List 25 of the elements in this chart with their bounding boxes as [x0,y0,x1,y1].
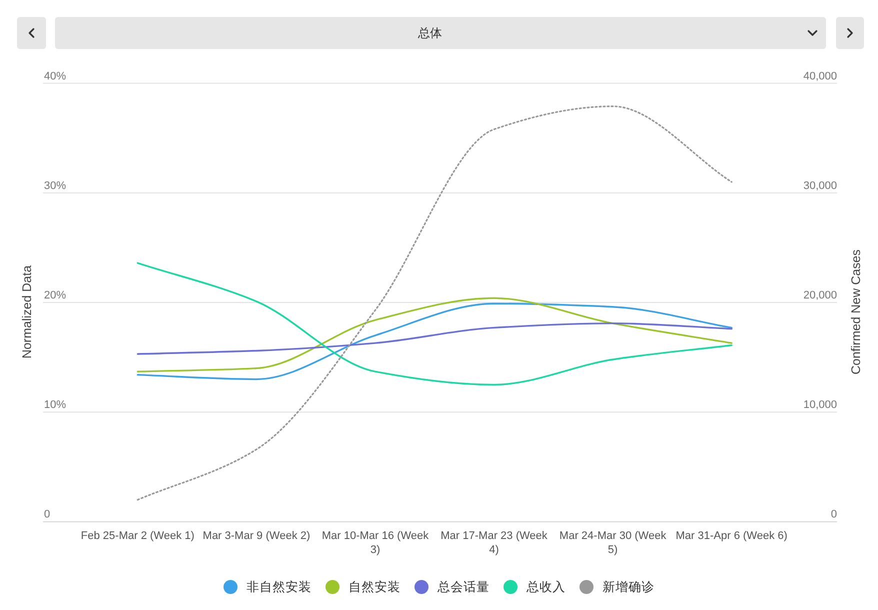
y2-tick-label: 10,000 [803,399,837,412]
y2-tick-label: 0 [830,508,837,521]
y-tick-label: 10% [44,399,66,412]
x-tick-label: Mar 24-Mar 30 (Week 5) [559,530,667,556]
y-tick-label: 0 [44,508,50,521]
y-tick-label: 30% [44,180,66,192]
x-tick-label: Mar 17-Mar 23 (Week 4) [440,530,548,556]
y2-tick-label: 40,000 [803,70,837,82]
x-tick-label: Feb 25-Mar 2 (Week 1) [80,530,194,542]
x-tick-label: Mar 3-Mar 9 (Week 2) [202,530,310,542]
y2-axis-title: Confirmed New Cases [849,249,863,375]
chart-title: 总体 [417,26,442,40]
y-tick-label: 40% [44,70,66,82]
y2-tick-label: 20,000 [803,290,837,302]
legend-label: 非自然安装 [246,579,312,594]
legend-label: 总会话量 [436,580,490,594]
legend-label: 自然安装 [348,579,400,594]
dropdown: 总体 [55,17,826,49]
x-tick-label: Mar 10-Mar 16 (Week 3) [322,530,430,556]
y-axis-title: Normalized Data [20,265,34,359]
y2-tick-label: 30,000 [803,180,837,192]
y-tick-label: 20% [44,290,66,302]
legend-label: 总收入 [526,580,566,594]
x-tick-label: Mar 31-Apr 6 (Week 6) [676,530,788,542]
legend-label: 新增确诊 [602,580,654,594]
